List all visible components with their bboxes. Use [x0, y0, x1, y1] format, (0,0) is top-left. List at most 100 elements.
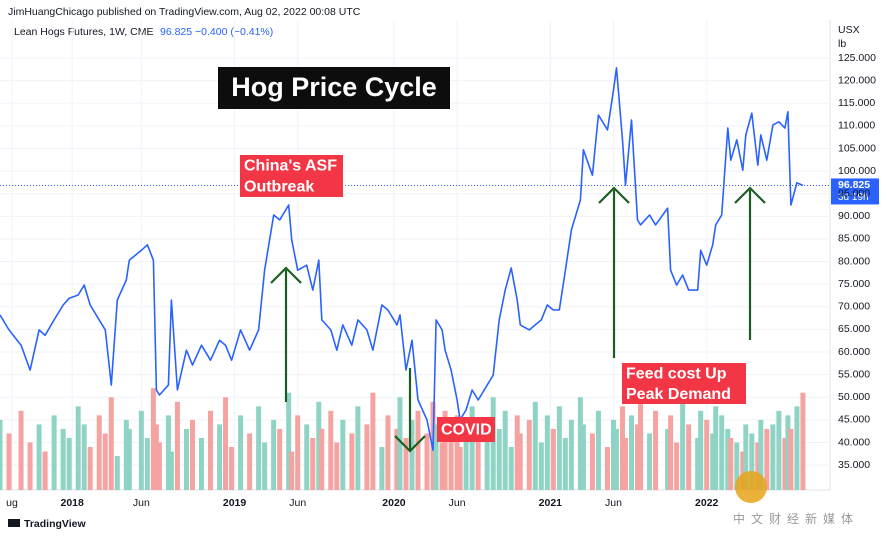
volume-bar: [776, 410, 782, 490]
volume-bar: [613, 428, 619, 490]
annotation-text: Peak Demand: [626, 386, 731, 403]
volume-bar: [502, 410, 508, 490]
volume-bar: [782, 437, 788, 490]
volume-bar: [87, 447, 93, 490]
volume-bar: [75, 406, 81, 490]
y-tick-label: 95.000: [838, 187, 870, 199]
volume-bar: [189, 419, 195, 490]
volume-bar: [156, 442, 162, 490]
volume-bar: [595, 410, 601, 490]
volume-bar: [102, 433, 108, 490]
volume-bar: [60, 428, 66, 490]
volume-bar: [785, 415, 791, 490]
x-tick-label: 2020: [382, 497, 406, 509]
header: JimHuangChicago published on TradingView…: [8, 6, 361, 18]
y-tick-label: 80.000: [838, 255, 870, 267]
volume-bar: [508, 447, 514, 490]
volume-bar: [403, 437, 409, 490]
volume-bar: [364, 424, 370, 490]
volume-bar: [165, 415, 171, 490]
volume-bar: [114, 456, 120, 490]
x-tick-label: 2022: [695, 497, 719, 509]
volume-bar: [448, 428, 454, 490]
volume-bar: [710, 433, 716, 490]
volume-bar: [304, 424, 310, 490]
volume-bar: [620, 406, 625, 490]
volume-bar: [310, 437, 316, 490]
annotation-box: [240, 155, 343, 197]
annotation-text: China's ASF: [244, 158, 337, 175]
x-tick-label: ug: [6, 497, 18, 509]
volume-bar: [653, 410, 659, 490]
countdown: 3d 19h: [838, 192, 869, 203]
footer: TradingView: [24, 518, 86, 530]
volume-bar: [340, 419, 346, 490]
volume-bar: [138, 410, 144, 490]
annotation-text: Feed cost Up: [626, 365, 727, 382]
arrow-head: [734, 186, 766, 204]
volume: [0, 388, 806, 490]
volume-bar: [349, 433, 355, 490]
y-tick-label: 90.000: [838, 210, 870, 222]
volume-bar: [238, 415, 244, 490]
y-tick-label: 115.000: [838, 97, 875, 109]
x-tick-label: 2021: [539, 497, 563, 509]
volume-bar: [526, 419, 532, 490]
volume-bar: [686, 424, 692, 490]
volume-bar: [123, 419, 129, 490]
price-line: [0, 67, 804, 451]
volume-bar: [319, 428, 325, 490]
volume-bar: [698, 410, 704, 490]
volume-bar: [517, 433, 523, 490]
y-tick-label: 35.000: [838, 459, 870, 471]
volume-bar: [370, 392, 376, 490]
volume-bar: [475, 437, 481, 490]
annotation-box: [622, 363, 746, 404]
volume-bar: [286, 392, 292, 490]
volume-bar: [484, 424, 490, 490]
grid: [0, 20, 830, 490]
volume-bar: [144, 437, 150, 490]
y-tick-label: 100.000: [838, 165, 876, 177]
x-tick-label: 2019: [223, 497, 247, 509]
volume-bar: [604, 447, 610, 490]
y-tick-label: 120.000: [838, 74, 876, 86]
y-tick-label: 55.000: [838, 368, 870, 380]
volume-bar: [316, 401, 322, 490]
volume-bar: [743, 424, 749, 490]
annotations: Hog Price Cycle China's ASF Outbreak COVID F…: [218, 67, 746, 442]
volume-bar: [439, 442, 445, 490]
volume-bar: [442, 410, 448, 490]
symbol: Lean Hogs Futures, 1W, CME: [14, 26, 153, 38]
volume-bar: [108, 397, 114, 490]
volume-bar: [66, 437, 72, 490]
volume-bar: [704, 419, 710, 490]
x-tick-label: Jun: [449, 497, 466, 509]
volume-bar: [229, 447, 235, 490]
volume-bar: [433, 424, 439, 490]
volume-bar: [208, 410, 214, 490]
watermark: 中文财经新媒体: [733, 471, 853, 526]
volume-bar: [409, 419, 415, 490]
volume-bar: [415, 410, 421, 490]
y-tick-label: 60.000: [838, 346, 870, 358]
volume-bar: [794, 406, 800, 490]
volume-bar: [674, 442, 680, 490]
chart-title: Hog Price Cycle: [231, 72, 437, 102]
x-tick-label: Jun: [133, 497, 150, 509]
volume-bar: [532, 401, 538, 490]
volume-bar: [334, 442, 340, 490]
unit-bottom: lb: [838, 38, 846, 50]
volume-bar: [454, 415, 460, 490]
volume-bar: [469, 406, 475, 490]
logo-mark: [8, 519, 20, 527]
y-tick-label: 50.000: [838, 391, 870, 403]
volume-bar: [734, 442, 740, 490]
volume-bar: [749, 433, 755, 490]
annotation-text: Outbreak: [244, 179, 314, 196]
volume-bar: [397, 397, 403, 490]
volume-bar: [295, 415, 301, 490]
volume-bar: [289, 451, 295, 490]
volume-bar: [385, 415, 391, 490]
